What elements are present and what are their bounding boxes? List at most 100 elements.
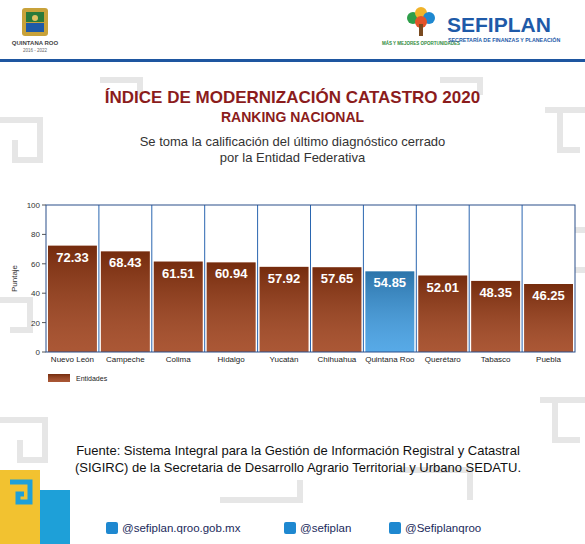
bar <box>154 262 203 352</box>
slot-divider <box>310 205 311 352</box>
y-tick-label: 40 <box>31 289 40 298</box>
y-tick-label: 20 <box>31 319 40 328</box>
x-tick-label: Puebla <box>536 355 561 364</box>
x-tick-label: Quintana Roo <box>365 355 415 364</box>
footer-text: @sefiplan <box>300 522 351 534</box>
y-tick <box>42 322 46 323</box>
chart-title: ÍNDICE DE MODERNIZACIÓN CATASTRO 2020 <box>105 88 480 107</box>
chart-subtitle: RANKING NACIONAL <box>221 109 365 125</box>
slot-divider <box>257 205 258 352</box>
x-tick-label: Tabasco <box>481 355 511 364</box>
corner-shape <box>0 470 40 544</box>
x-axis: Nuevo León Campeche Colima Hidalgo Yucatán Ch… <box>51 355 562 364</box>
pattern-stroke <box>545 110 585 150</box>
data-label: 54.85 <box>374 275 407 290</box>
y-tick-label: 60 <box>31 260 40 269</box>
bar <box>101 251 150 352</box>
legend-swatch-shade <box>48 374 70 382</box>
bar <box>524 284 573 352</box>
slot-divider <box>98 205 99 352</box>
footer-text: @sefiplan.qroo.gob.mx <box>122 522 241 534</box>
y-axis-title: Puntaje <box>10 264 19 292</box>
corner-shape <box>10 482 30 502</box>
slot-divider <box>151 205 152 352</box>
bar-shade <box>365 271 414 352</box>
pattern-stroke <box>220 480 300 500</box>
bar <box>471 281 520 352</box>
left-logo: QUINTANA ROO 2016 - 2022 <box>12 8 59 53</box>
y-tick <box>42 234 46 235</box>
bar-shade <box>313 267 362 352</box>
y-tick <box>42 293 46 294</box>
logo-shield <box>22 8 48 36</box>
plot-background <box>46 205 575 352</box>
x-tick-label: Colima <box>166 355 191 364</box>
plot-frame <box>46 205 575 352</box>
pattern-stroke <box>0 300 30 330</box>
bar-shade <box>207 262 256 352</box>
logo-shield-part <box>26 23 44 32</box>
background-pattern <box>0 80 585 500</box>
bar <box>418 276 467 352</box>
data-label: 61.51 <box>162 266 195 281</box>
right-logo: MÁS Y MEJORES OPORTUNIDADESSEFIPLANSECRE… <box>382 7 560 46</box>
y-tick-label: 100 <box>27 201 41 210</box>
bar-shade <box>524 284 573 352</box>
y-axis: 0 20 40 60 80 100 <box>27 201 46 357</box>
x-tick-label: Yucatán <box>270 355 299 364</box>
legend-label: Entidades <box>76 375 108 382</box>
x-tick-label: Campeche <box>106 355 145 364</box>
data-label: 48.35 <box>479 285 512 300</box>
data-label: 68.43 <box>109 255 142 270</box>
text-line: (SIGIRC) de la Secretaria de Desarrollo … <box>75 460 521 475</box>
slot-divider <box>469 205 470 352</box>
data-label: 57.65 <box>321 271 354 286</box>
pattern-stroke <box>540 400 585 440</box>
footer-band <box>70 516 585 544</box>
bar <box>207 262 256 352</box>
logo-shield-part <box>26 12 44 22</box>
bar-shade <box>101 251 150 352</box>
bar-shade <box>471 281 520 352</box>
plot-border <box>46 205 575 352</box>
bar <box>48 246 97 352</box>
y-tick <box>42 263 46 264</box>
slot-divider <box>416 205 417 352</box>
data-label: 57.92 <box>268 271 301 286</box>
bar <box>260 267 309 352</box>
y-tick-label: 0 <box>36 348 41 357</box>
logo-title: SEFIPLAN <box>447 13 551 36</box>
text-line: Fuente: Sistema Integral para la Gestión… <box>76 443 520 458</box>
logo-trunk <box>419 24 423 36</box>
data-label: 46.25 <box>532 288 565 303</box>
source-note: Fuente: Sistema Integral para la Gestión… <box>75 443 521 475</box>
y-tick <box>42 352 46 353</box>
logo-subtitle: SECRETARÍA DE FINANZAS Y PLANEACIÓN <box>448 36 560 43</box>
bar-shade <box>48 246 97 352</box>
header-rule <box>0 59 585 62</box>
footer-icon <box>284 522 296 534</box>
y-tick-label: 80 <box>31 230 40 239</box>
legend: Entidades <box>48 374 108 382</box>
data-label: 72.33 <box>56 250 89 265</box>
logo-years: 2016 - 2022 <box>23 48 48 53</box>
bar-shade <box>418 276 467 352</box>
x-tick-label: Querétaro <box>425 355 462 364</box>
logo-sun <box>32 15 38 21</box>
y-tick <box>42 205 46 206</box>
text-line: por la Entidad Federativa <box>220 150 366 165</box>
footer-icon <box>389 522 401 534</box>
bar-shade <box>154 262 203 352</box>
x-tick-label: Nuevo León <box>51 355 94 364</box>
slot-divider <box>522 205 523 352</box>
legend-swatch <box>48 374 70 382</box>
x-tick-label: Hidalgo <box>218 355 246 364</box>
corner-shape <box>40 490 70 544</box>
slot-divider <box>363 205 364 352</box>
bar-shade <box>260 267 309 352</box>
logo-text: QUINTANA ROO <box>12 40 59 46</box>
footer-icon <box>106 522 118 534</box>
x-tick-label: Chihuahua <box>318 355 357 364</box>
pattern-stroke <box>0 120 40 160</box>
bar <box>313 267 362 352</box>
